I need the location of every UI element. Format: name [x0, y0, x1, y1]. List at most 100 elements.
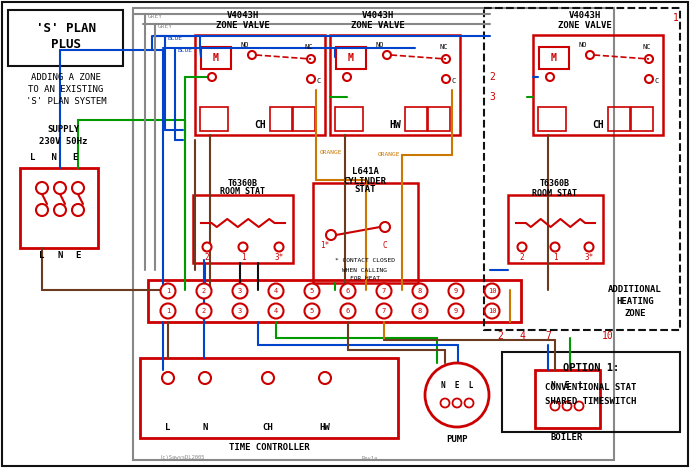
Text: Rev1a: Rev1a	[362, 455, 378, 461]
Text: 3: 3	[489, 92, 495, 102]
Circle shape	[442, 75, 450, 83]
Text: HW: HW	[319, 424, 331, 432]
Text: 6: 6	[346, 308, 350, 314]
Bar	[140, 358, 398, 438]
Bar	[195, 35, 325, 135]
Text: NO: NO	[376, 42, 384, 48]
Text: BLUE: BLUE	[178, 47, 193, 52]
Circle shape	[551, 402, 560, 410]
Bar	[538, 107, 566, 131]
Text: V4043H: V4043H	[227, 12, 259, 21]
Text: CH: CH	[254, 120, 266, 130]
Text: NO: NO	[241, 42, 249, 48]
Text: ZONE VALVE: ZONE VALVE	[351, 22, 405, 30]
Text: 7: 7	[545, 331, 551, 341]
Circle shape	[304, 284, 319, 299]
Circle shape	[448, 304, 464, 319]
Text: NC: NC	[643, 44, 651, 50]
Text: TIME CONTROLLER: TIME CONTROLLER	[228, 444, 309, 453]
Text: ORANGE: ORANGE	[377, 153, 400, 158]
Circle shape	[575, 402, 584, 410]
Text: BLUE: BLUE	[168, 36, 183, 41]
Text: ROOM STAT: ROOM STAT	[533, 189, 578, 197]
Text: NC: NC	[440, 44, 449, 50]
Text: N  E  L: N E L	[551, 381, 583, 390]
Text: 4: 4	[519, 331, 525, 341]
Text: 2: 2	[202, 288, 206, 294]
Text: C: C	[317, 78, 321, 84]
Bar	[148, 280, 521, 322]
Text: 2: 2	[202, 308, 206, 314]
Text: WHEN CALLING: WHEN CALLING	[342, 268, 388, 272]
Bar	[539, 47, 569, 69]
Text: ZONE: ZONE	[624, 309, 646, 319]
Bar	[631, 107, 653, 131]
Text: N: N	[57, 251, 63, 261]
Circle shape	[197, 284, 212, 299]
Text: 2: 2	[497, 331, 503, 341]
Circle shape	[518, 242, 526, 251]
Text: C: C	[383, 241, 387, 249]
Text: * CONTACT CLOSED: * CONTACT CLOSED	[335, 258, 395, 263]
Circle shape	[275, 242, 284, 251]
Text: 1: 1	[166, 308, 170, 314]
Circle shape	[343, 73, 351, 81]
Circle shape	[268, 304, 284, 319]
Text: PLUS: PLUS	[51, 37, 81, 51]
Text: HEATING: HEATING	[616, 298, 654, 307]
Bar	[8, 10, 123, 66]
Text: 10: 10	[488, 288, 496, 294]
Circle shape	[202, 242, 212, 251]
Bar	[533, 35, 663, 135]
Circle shape	[546, 73, 554, 81]
Circle shape	[161, 304, 175, 319]
Circle shape	[54, 182, 66, 194]
Text: C: C	[452, 78, 456, 84]
Text: BOILER: BOILER	[551, 433, 583, 443]
Text: L   N   E: L N E	[30, 154, 78, 162]
Text: ORANGE: ORANGE	[320, 149, 342, 154]
Bar	[330, 35, 460, 135]
Text: 5: 5	[310, 288, 314, 294]
Circle shape	[340, 284, 355, 299]
Bar	[20, 168, 98, 248]
Bar	[193, 195, 293, 263]
Circle shape	[197, 304, 212, 319]
Text: PUMP: PUMP	[446, 434, 468, 444]
Text: 1: 1	[166, 288, 170, 294]
Text: T6360B: T6360B	[228, 178, 258, 188]
Text: 7: 7	[382, 288, 386, 294]
Circle shape	[307, 55, 315, 63]
Circle shape	[72, 182, 84, 194]
Text: 2: 2	[520, 253, 524, 262]
Bar	[336, 47, 366, 69]
Bar	[313, 183, 418, 283]
Text: ZONE VALVE: ZONE VALVE	[558, 22, 612, 30]
Text: ROOM STAT: ROOM STAT	[221, 188, 266, 197]
Bar	[335, 107, 363, 131]
Text: ADDING A ZONE: ADDING A ZONE	[31, 73, 101, 82]
Circle shape	[233, 284, 248, 299]
Bar	[484, 8, 680, 330]
Circle shape	[319, 372, 331, 384]
Text: CYLINDER: CYLINDER	[344, 176, 386, 185]
Circle shape	[645, 55, 653, 63]
Circle shape	[208, 73, 216, 81]
Text: STAT: STAT	[354, 185, 376, 195]
Circle shape	[442, 55, 450, 63]
Circle shape	[380, 222, 390, 232]
Text: 8: 8	[418, 288, 422, 294]
Circle shape	[304, 304, 319, 319]
Text: 4: 4	[274, 288, 278, 294]
Bar	[608, 107, 630, 131]
Circle shape	[161, 284, 175, 299]
Circle shape	[72, 204, 84, 216]
Text: 2: 2	[489, 72, 495, 82]
Text: L641A: L641A	[352, 168, 378, 176]
Circle shape	[562, 402, 571, 410]
Circle shape	[551, 242, 560, 251]
Bar	[293, 107, 315, 131]
Text: M: M	[551, 53, 557, 63]
Bar	[502, 352, 680, 432]
Text: HW: HW	[389, 120, 401, 130]
